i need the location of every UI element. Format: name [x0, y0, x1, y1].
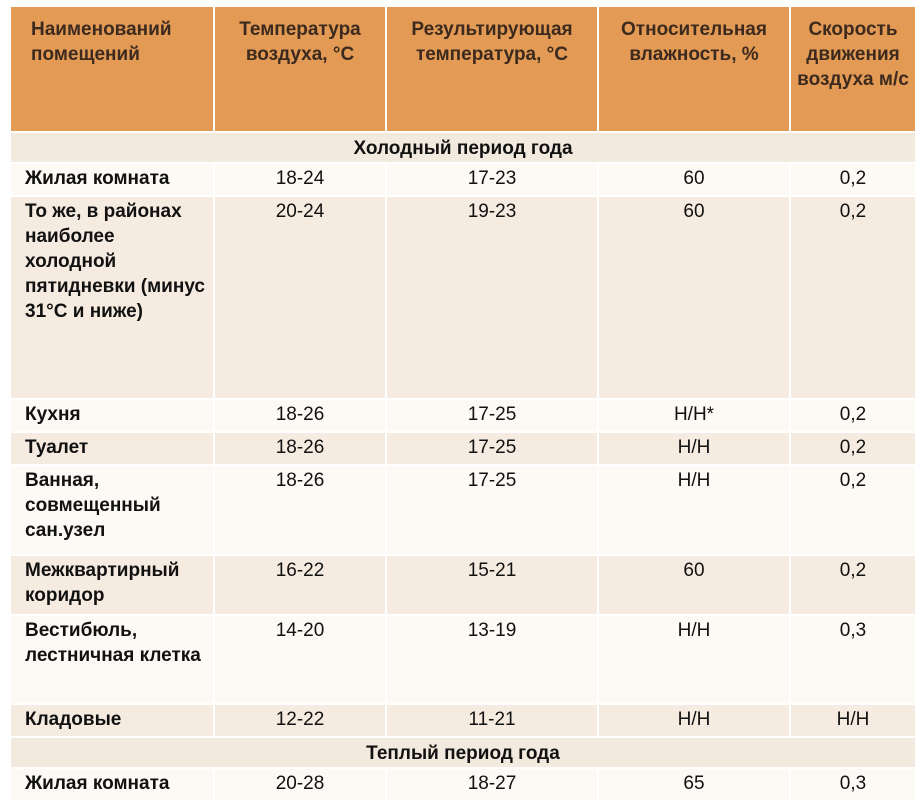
air-temperature: 20-24 — [213, 195, 387, 400]
air-temperature: 18-26 — [213, 464, 387, 556]
section-title-cold: Холодный период года — [9, 131, 917, 164]
section-row-warm: Теплый период года — [9, 736, 917, 769]
relative-humidity: 65 — [597, 767, 791, 802]
resulting-temperature: 13-19 — [385, 614, 599, 705]
table-row: Туалет 18-26 17-25 Н/Н 0,2 — [9, 431, 917, 466]
table-row: Жилая комната 18-24 17-23 60 0,2 — [9, 162, 917, 197]
table-row: То же, в районах наиболее холодной пятид… — [9, 195, 917, 400]
table-row: Вестибюль, лестничная клетка 14-20 13-19… — [9, 614, 917, 705]
room-name: Вестибюль, лестничная клетка — [9, 614, 215, 705]
relative-humidity: Н/Н — [597, 703, 791, 738]
header-resulting-temperature: Результирующая температура, °С — [385, 5, 599, 133]
relative-humidity: Н/Н — [597, 431, 791, 466]
header-air-temperature: Температура воздуха, °С — [213, 5, 387, 133]
relative-humidity: Н/Н — [597, 614, 791, 705]
room-name: Ванная, совмещенный сан.узел — [9, 464, 215, 556]
air-temperature: 14-20 — [213, 614, 387, 705]
table-row: Ванная, совмещенный сан.узел 18-26 17-25… — [9, 464, 917, 556]
air-speed: 0,2 — [789, 554, 917, 616]
room-name: То же, в районах наиболее холодной пятид… — [9, 195, 215, 400]
air-speed: 0,2 — [789, 162, 917, 197]
room-name: Кладовые — [9, 703, 215, 738]
air-speed: 0,2 — [789, 464, 917, 556]
header-room-name: Наименований помещений — [9, 5, 215, 133]
room-name: Туалет — [9, 431, 215, 466]
table-body: Холодный период года Жилая комната 18-24… — [9, 131, 917, 802]
table-row: Межквартирный коридор 16-22 15-21 60 0,2 — [9, 554, 917, 616]
room-name: Жилая комната — [9, 767, 215, 802]
resulting-temperature: 17-25 — [385, 464, 599, 556]
relative-humidity: 60 — [597, 195, 791, 400]
room-name: Межквартирный коридор — [9, 554, 215, 616]
climate-norms-table: Наименований помещений Температура возду… — [9, 5, 917, 802]
resulting-temperature: 17-23 — [385, 162, 599, 197]
resulting-temperature: 17-25 — [385, 398, 599, 433]
table-row: Кладовые 12-22 11-21 Н/Н Н/Н — [9, 703, 917, 738]
air-speed: 0,3 — [789, 767, 917, 802]
relative-humidity: Н/Н — [597, 464, 791, 556]
resulting-temperature: 18-27 — [385, 767, 599, 802]
table-row: Кухня 18-26 17-25 Н/Н* 0,2 — [9, 398, 917, 433]
air-speed: 0,2 — [789, 398, 917, 433]
air-speed: Н/Н — [789, 703, 917, 738]
header-row: Наименований помещений Температура возду… — [9, 5, 917, 133]
header-air-speed: Скорость движения воздуха м/с — [789, 5, 917, 133]
air-speed: 0,2 — [789, 195, 917, 400]
air-temperature: 18-26 — [213, 431, 387, 466]
resulting-temperature: 17-25 — [385, 431, 599, 466]
resulting-temperature: 19-23 — [385, 195, 599, 400]
table-header: Наименований помещений Температура возду… — [9, 5, 917, 133]
header-relative-humidity: Относительная влажность, % — [597, 5, 791, 133]
air-speed: 0,3 — [789, 614, 917, 705]
air-speed: 0,2 — [789, 431, 917, 466]
relative-humidity: 60 — [597, 554, 791, 616]
air-temperature: 20-28 — [213, 767, 387, 802]
room-name: Кухня — [9, 398, 215, 433]
room-name: Жилая комната — [9, 162, 215, 197]
section-title-warm: Теплый период года — [9, 736, 917, 769]
relative-humidity: Н/Н* — [597, 398, 791, 433]
air-temperature: 16-22 — [213, 554, 387, 616]
air-temperature: 18-26 — [213, 398, 387, 433]
resulting-temperature: 15-21 — [385, 554, 599, 616]
section-row-cold: Холодный период года — [9, 131, 917, 164]
air-temperature: 12-22 — [213, 703, 387, 738]
table-row: Жилая комната 20-28 18-27 65 0,3 — [9, 767, 917, 802]
relative-humidity: 60 — [597, 162, 791, 197]
resulting-temperature: 11-21 — [385, 703, 599, 738]
air-temperature: 18-24 — [213, 162, 387, 197]
